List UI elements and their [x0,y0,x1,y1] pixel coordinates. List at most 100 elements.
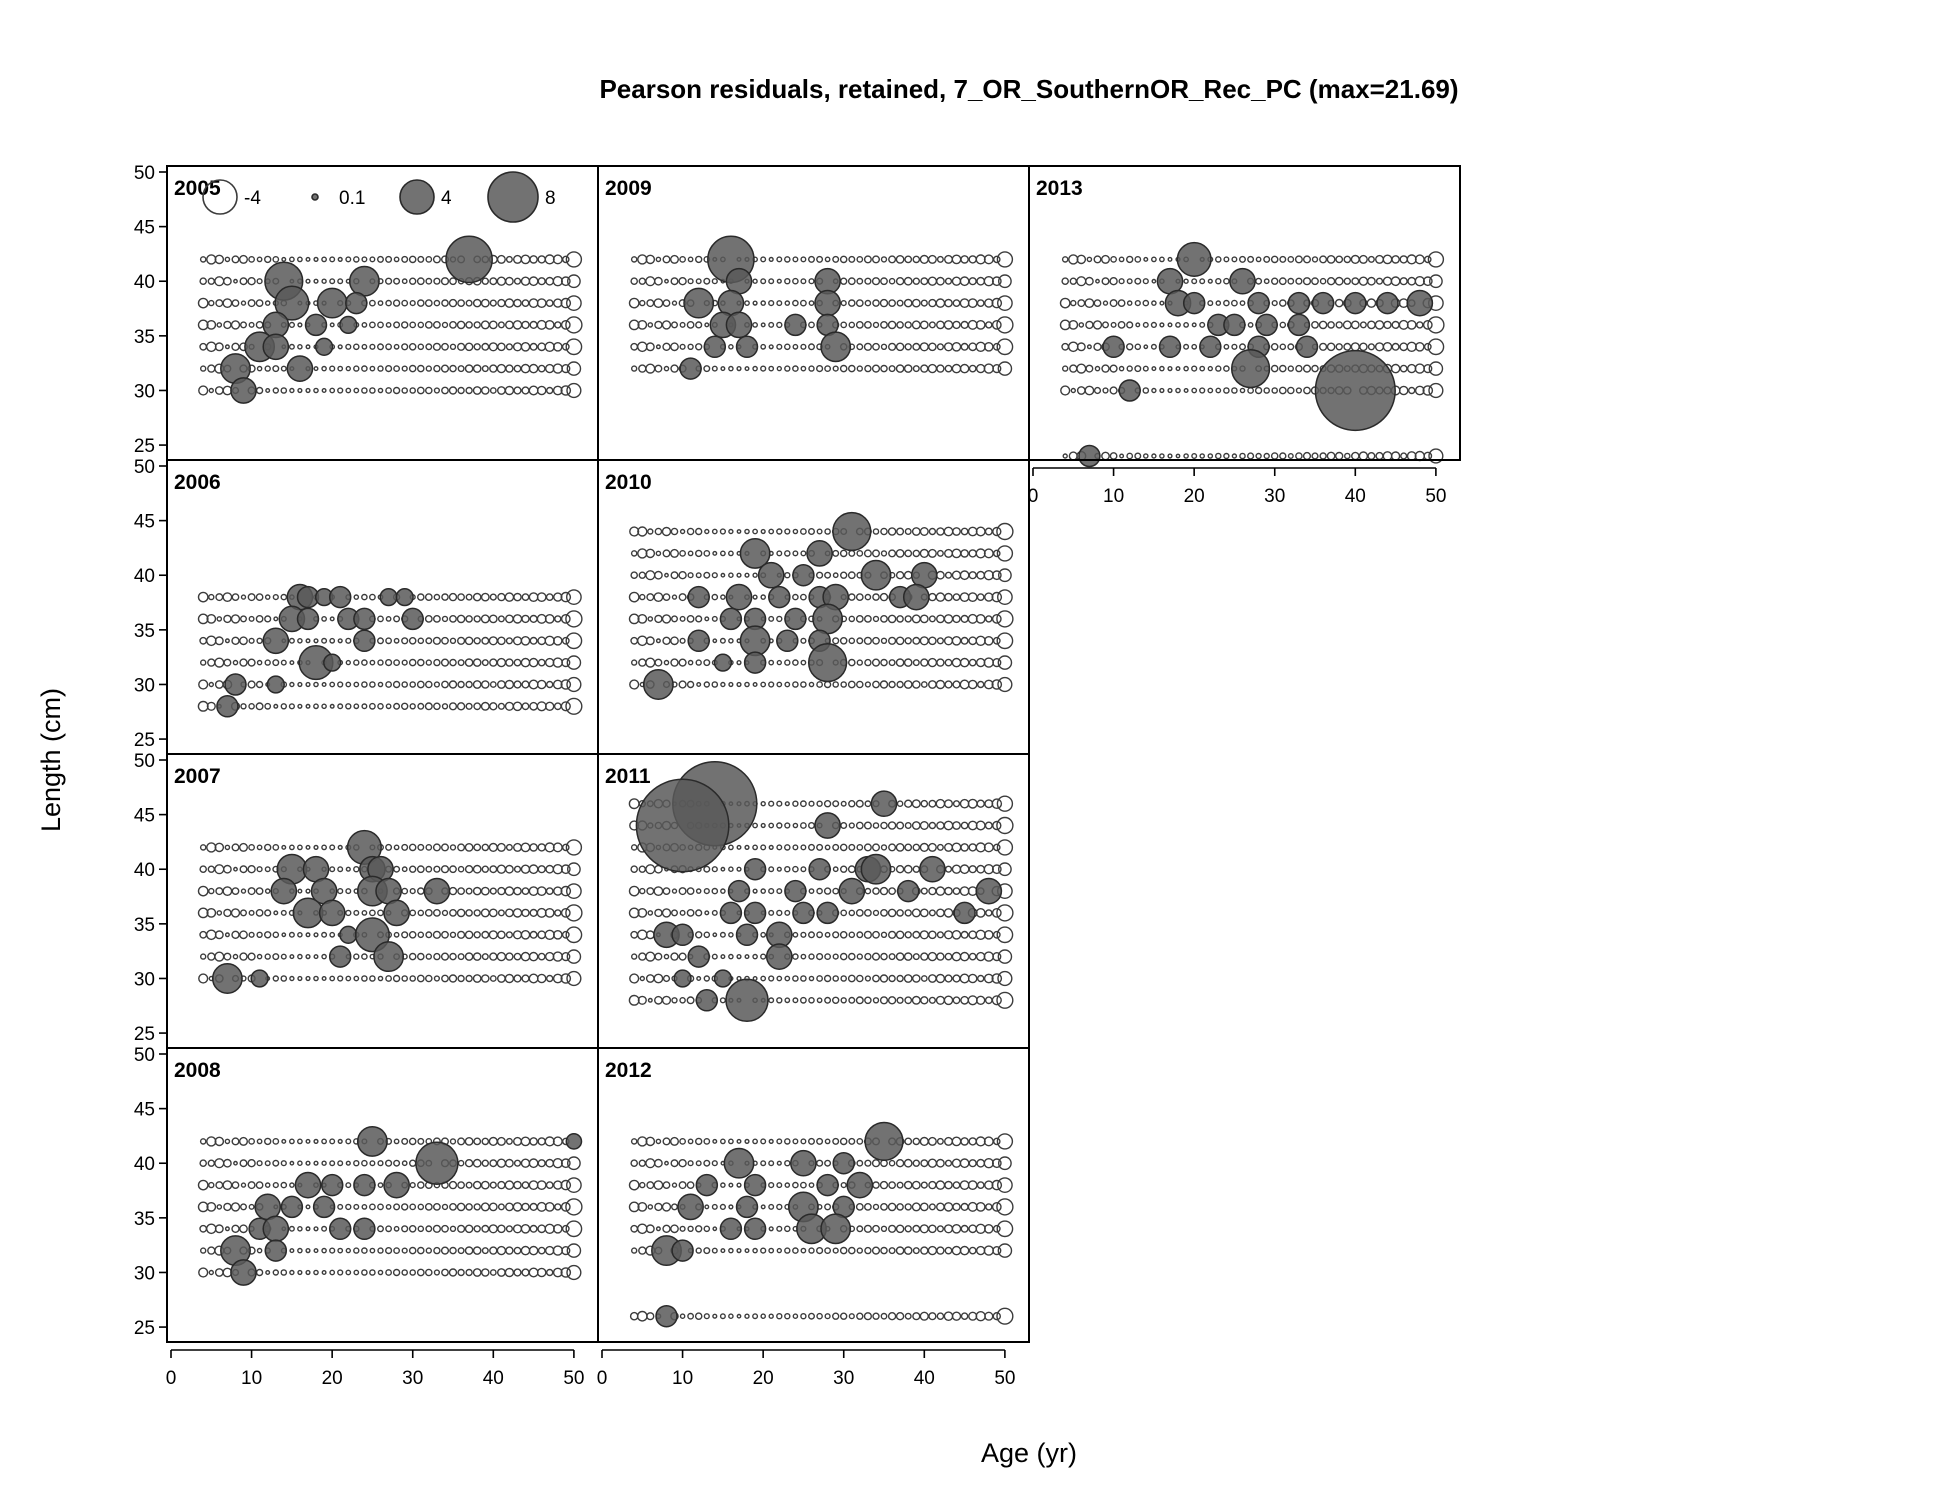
residual-point [744,844,750,850]
residual-point [425,365,432,372]
residual-point [816,975,823,982]
y-axis-label: Length (cm) [36,688,66,832]
residual-point [1109,452,1118,460]
residual-point [224,844,231,851]
residual-bubble [1287,313,1311,337]
residual-point [1183,278,1189,284]
residual-point [728,953,734,960]
residual-point [544,908,555,918]
residual-point [703,1159,711,1167]
residual-point [1167,387,1173,394]
residual-point [528,886,539,896]
residual-point [504,701,515,711]
residual-point [776,659,782,666]
residual-point [528,657,539,668]
residual-point [565,338,583,356]
residual-point [695,321,703,329]
residual-point [872,843,881,852]
residual-point [289,1160,295,1166]
residual-point [536,298,547,308]
residual-point [369,1269,376,1276]
residual-point [848,299,856,307]
residual-point [679,909,686,916]
residual-point [968,277,977,286]
residual-bubble [1295,335,1319,359]
residual-point [457,1268,465,1277]
residual-point [345,1203,352,1211]
residual-point [537,1224,547,1234]
residual-point [215,887,224,896]
residual-point [928,996,937,1004]
residual-point [646,887,655,896]
residual-point [321,682,327,688]
residual-point [230,614,241,624]
residual-point [678,658,687,667]
residual-point [488,614,498,624]
residual-point [896,299,904,307]
residual-point [936,1137,944,1145]
residual-point [728,681,734,688]
residual-point [546,974,554,983]
residual-point [654,570,663,580]
residual-point [736,844,742,850]
residual-point [321,1160,327,1166]
residual-point [337,866,344,873]
residual-point [464,843,474,852]
residual-point [776,365,782,372]
residual-point [489,1246,498,1255]
residual-point [1101,364,1110,373]
residual-point [871,1159,881,1168]
residual-point [703,659,711,667]
residual-point [935,973,946,984]
residual-point [1175,321,1181,328]
residual-point [992,636,1001,645]
residual-point [991,614,1002,624]
residual-point [521,614,530,624]
residual-point [832,637,840,645]
residual-point [1270,277,1279,285]
residual-point [983,679,994,690]
residual-point [565,839,583,856]
residual-point [880,615,888,623]
residual-point [280,593,288,601]
residual-point [465,974,473,983]
residual-point [985,909,993,917]
residual-point [824,365,831,372]
residual-point [629,973,640,984]
residual-point [975,1223,986,1235]
residual-point [839,364,848,373]
residual-point [997,970,1013,987]
residual-point [449,637,457,644]
residual-point [928,909,936,917]
residual-point [880,821,888,830]
residual-point [1070,387,1077,394]
residual-point [425,255,433,263]
residual-point [546,1268,554,1277]
residual-point [996,839,1014,856]
residual-point [473,843,482,852]
residual-point [528,298,539,308]
residual-point [943,930,954,940]
residual-point [337,1269,344,1276]
residual-point [472,592,482,602]
residual-point [1406,254,1417,265]
residual-point [927,1136,937,1146]
residual-point [545,299,554,307]
residual-point [329,637,336,644]
residual-point [401,637,409,645]
residual-point [496,276,507,286]
legend-symbol [202,179,238,215]
residual-point [647,1204,654,1210]
residual-point [265,388,271,394]
residual-point [967,679,978,690]
residual-point [546,386,554,395]
residual-point [361,953,368,960]
residual-point [639,975,645,982]
residual-point [353,365,360,372]
residual-point [352,343,360,351]
residual-point [744,300,750,306]
residual-point [855,615,864,623]
residual-point [305,278,311,284]
residual-point [361,593,368,601]
residual-point [871,1246,881,1255]
